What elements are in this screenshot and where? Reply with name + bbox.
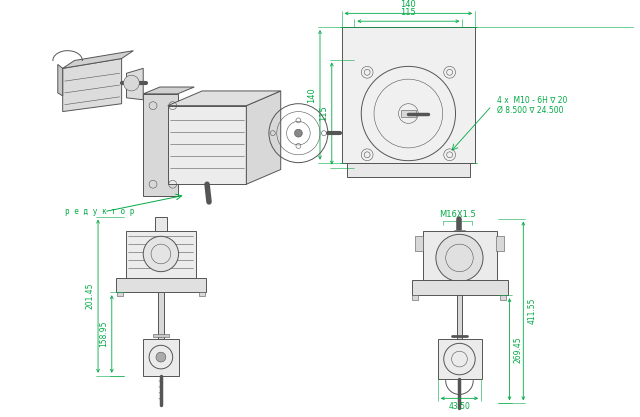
Text: 115: 115 — [319, 106, 328, 121]
Bar — [500, 295, 506, 300]
Circle shape — [294, 129, 302, 137]
Bar — [346, 163, 470, 177]
Bar — [456, 295, 463, 339]
Bar — [415, 236, 423, 251]
Bar — [412, 281, 508, 295]
Text: 140: 140 — [307, 87, 316, 103]
Circle shape — [124, 75, 140, 91]
Bar — [496, 236, 504, 251]
Bar — [454, 231, 465, 234]
Text: 140: 140 — [401, 0, 416, 10]
Polygon shape — [168, 106, 246, 184]
Text: 43.50: 43.50 — [449, 402, 470, 411]
Circle shape — [156, 352, 166, 362]
Polygon shape — [63, 51, 133, 68]
Polygon shape — [168, 91, 281, 106]
Bar — [125, 231, 196, 278]
Text: 115: 115 — [401, 8, 416, 17]
Bar — [199, 292, 205, 296]
Text: р е д у к т о р: р е д у к т о р — [65, 207, 134, 216]
Circle shape — [143, 236, 179, 271]
Polygon shape — [246, 91, 281, 184]
Text: Ø 8.500 ∇ 24.500: Ø 8.500 ∇ 24.500 — [497, 106, 563, 115]
Polygon shape — [58, 64, 63, 96]
Bar — [412, 295, 418, 300]
Bar — [116, 278, 206, 292]
Text: 411.55: 411.55 — [527, 298, 536, 324]
Polygon shape — [143, 87, 195, 94]
Text: 269.45: 269.45 — [513, 336, 522, 362]
Polygon shape — [127, 68, 143, 100]
Circle shape — [436, 234, 483, 281]
Bar — [155, 217, 167, 231]
Bar — [153, 334, 169, 337]
Text: 201.45: 201.45 — [85, 283, 94, 309]
Polygon shape — [143, 94, 177, 196]
Circle shape — [361, 66, 456, 161]
Bar — [342, 27, 475, 163]
Bar — [401, 110, 416, 118]
Text: 4 x  M10 - 6H ∇ 20: 4 x M10 - 6H ∇ 20 — [497, 96, 567, 105]
Bar — [158, 292, 164, 339]
Polygon shape — [63, 58, 122, 112]
Bar — [438, 339, 482, 379]
Text: 158.95: 158.95 — [99, 321, 108, 347]
Bar — [423, 231, 497, 281]
Bar — [116, 292, 123, 296]
Bar — [143, 339, 179, 376]
Text: M16X1.5: M16X1.5 — [439, 210, 476, 219]
